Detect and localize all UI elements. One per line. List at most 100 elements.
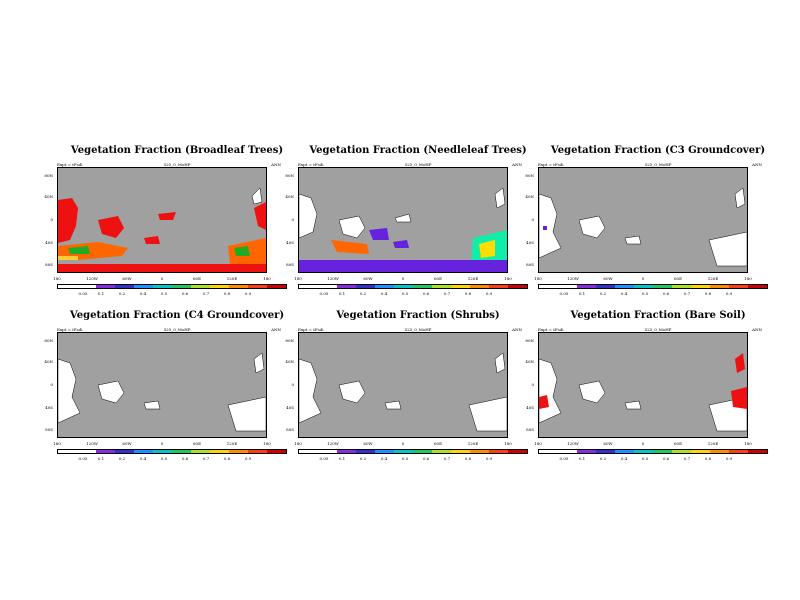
expt-label: Expt = tFsdi	[57, 327, 83, 332]
lat-tick-label: 40S	[286, 240, 294, 245]
run-label: 525_0_MoHP	[644, 327, 672, 332]
lon-tick-label: 180	[53, 441, 61, 446]
colorbar-ticks: 0.05 0.1 0.2 0.4 0.5 0.6 0.7 0.8 0.9	[57, 456, 287, 462]
colorbar-swatch	[596, 285, 615, 288]
map-drawing	[299, 352, 507, 432]
colorbar-tick-label: 0.6	[422, 456, 430, 461]
lon-tick-label: 180	[504, 441, 512, 446]
colorbar-tick-label: 0.1	[338, 291, 346, 296]
lon-tick-label: 180	[53, 276, 61, 281]
map-drawing	[58, 352, 266, 432]
map-area	[538, 332, 748, 438]
lat-tick-label: 80S	[526, 262, 534, 267]
map-area	[298, 332, 508, 438]
colorbar-tick-label: 0.5	[641, 456, 649, 461]
colorbar-tick-label: 0.2	[359, 456, 367, 461]
colorbar-swatch	[153, 450, 172, 453]
colorbar-swatch	[134, 285, 153, 288]
colorbar-swatch	[577, 450, 596, 453]
colorbar-tick-label: 0.2	[599, 291, 607, 296]
colorbar-swatch	[691, 285, 710, 288]
lon-tick-label: 120W	[327, 276, 339, 281]
colorbar-swatch	[508, 450, 527, 453]
map-panel: Vegetation Fraction (C3 Groundcover) Expt…	[525, 145, 778, 305]
colorbar-tick-label: 0.8	[464, 456, 472, 461]
expt-label: Expt = tFsdi	[538, 162, 564, 167]
colorbar-swatch	[153, 285, 172, 288]
colorbar-tick-label: 0.2	[118, 291, 126, 296]
colorbar-swatch	[432, 450, 451, 453]
expt-label: Expt = tFsdi	[57, 162, 83, 167]
lon-tick-label: 120W	[567, 441, 579, 446]
colorbar-swatch	[672, 450, 691, 453]
period-label: ANN	[271, 162, 281, 167]
colorbar	[57, 284, 287, 289]
lon-tick-label: 180	[263, 441, 271, 446]
lon-tick-label: 180	[534, 441, 542, 446]
lat-tick-label: 40N	[44, 194, 53, 199]
map-area	[538, 167, 748, 273]
colorbar-tick-label: 0.1	[338, 456, 346, 461]
lon-tick-label: 0	[641, 276, 645, 281]
colorbar-tick-label: 0.7	[202, 456, 210, 461]
expt-label: Expt = tFsdi	[298, 327, 324, 332]
colorbar-swatch	[267, 285, 286, 288]
colorbar-tick-label: 0.4	[620, 291, 628, 296]
lat-tick-label: 40N	[525, 359, 534, 364]
colorbar-tick-label: 0.7	[202, 291, 210, 296]
colorbar-tick-label: 0.8	[223, 456, 231, 461]
period-label: ANN	[752, 327, 762, 332]
colorbar-swatch	[451, 450, 470, 453]
map-panel: Vegetation Fraction (Bare Soil) Expt = tF…	[525, 310, 778, 470]
lon-tick-label: 180	[744, 441, 752, 446]
colorbar-tick-label: 0.2	[599, 456, 607, 461]
lon-tick-label: 120E	[226, 276, 238, 281]
lat-tick-label: 0	[50, 217, 53, 222]
colorbar-swatch	[672, 285, 691, 288]
colorbar-tick-label: 0.8	[223, 291, 231, 296]
colorbar-tick-label: 0.05	[78, 456, 88, 461]
lon-tick-label: 60E	[433, 276, 443, 281]
lon-tick-label: 120E	[467, 441, 479, 446]
colorbar-tick-label: 0.7	[443, 456, 451, 461]
colorbar-tick-label: 0.8	[464, 291, 472, 296]
lat-tick-label: 80N	[44, 173, 53, 178]
colorbar-tick-label: 0.05	[559, 291, 569, 296]
expt-label: Expt = tFsdi	[538, 327, 564, 332]
colorbar-swatch	[432, 285, 451, 288]
lon-tick-label: 60W	[122, 441, 132, 446]
colorbar-tick-label: 0.05	[78, 291, 88, 296]
lon-tick-label: 120W	[86, 276, 98, 281]
colorbar-tick-label: 0.9	[244, 291, 252, 296]
lat-tick-label: 40S	[45, 405, 53, 410]
colorbar	[298, 284, 528, 289]
colorbar-tick-label: 0.6	[181, 291, 189, 296]
colorbar-swatch	[299, 285, 337, 288]
map-panel: Vegetation Fraction (Shrubs) Expt = tFsdi…	[285, 310, 538, 470]
colorbar-swatch	[634, 285, 653, 288]
run-label: 525_0_MoHP	[644, 162, 672, 167]
lat-tick-label: 80N	[525, 338, 534, 343]
colorbar-swatch	[394, 285, 413, 288]
colorbar-tick-label: 0.9	[725, 291, 733, 296]
lon-tick-label: 180	[294, 276, 302, 281]
colorbar-swatch	[191, 285, 210, 288]
colorbar-swatch	[210, 450, 229, 453]
colorbar-swatch	[299, 450, 337, 453]
colorbar	[57, 449, 287, 454]
map-area	[57, 332, 267, 438]
colorbar-swatch	[710, 450, 729, 453]
map-panel: Vegetation Fraction (Needleleaf Trees) Ex…	[285, 145, 538, 305]
run-label: 525_0_MoHP	[163, 162, 191, 167]
colorbar-swatch	[191, 450, 210, 453]
lat-tick-label: 0	[291, 382, 294, 387]
lon-tick-label: 120E	[226, 441, 238, 446]
colorbar-swatch	[451, 285, 470, 288]
panel-title: Vegetation Fraction (Needleleaf Trees)	[309, 145, 527, 156]
lon-tick-label: 60E	[673, 441, 683, 446]
period-label: ANN	[512, 327, 522, 332]
colorbar-ticks: 0.05 0.1 0.2 0.4 0.5 0.6 0.7 0.8 0.9	[538, 456, 768, 462]
colorbar-tick-label: 0.6	[422, 291, 430, 296]
colorbar-swatch	[413, 285, 432, 288]
colorbar-swatch	[337, 450, 356, 453]
